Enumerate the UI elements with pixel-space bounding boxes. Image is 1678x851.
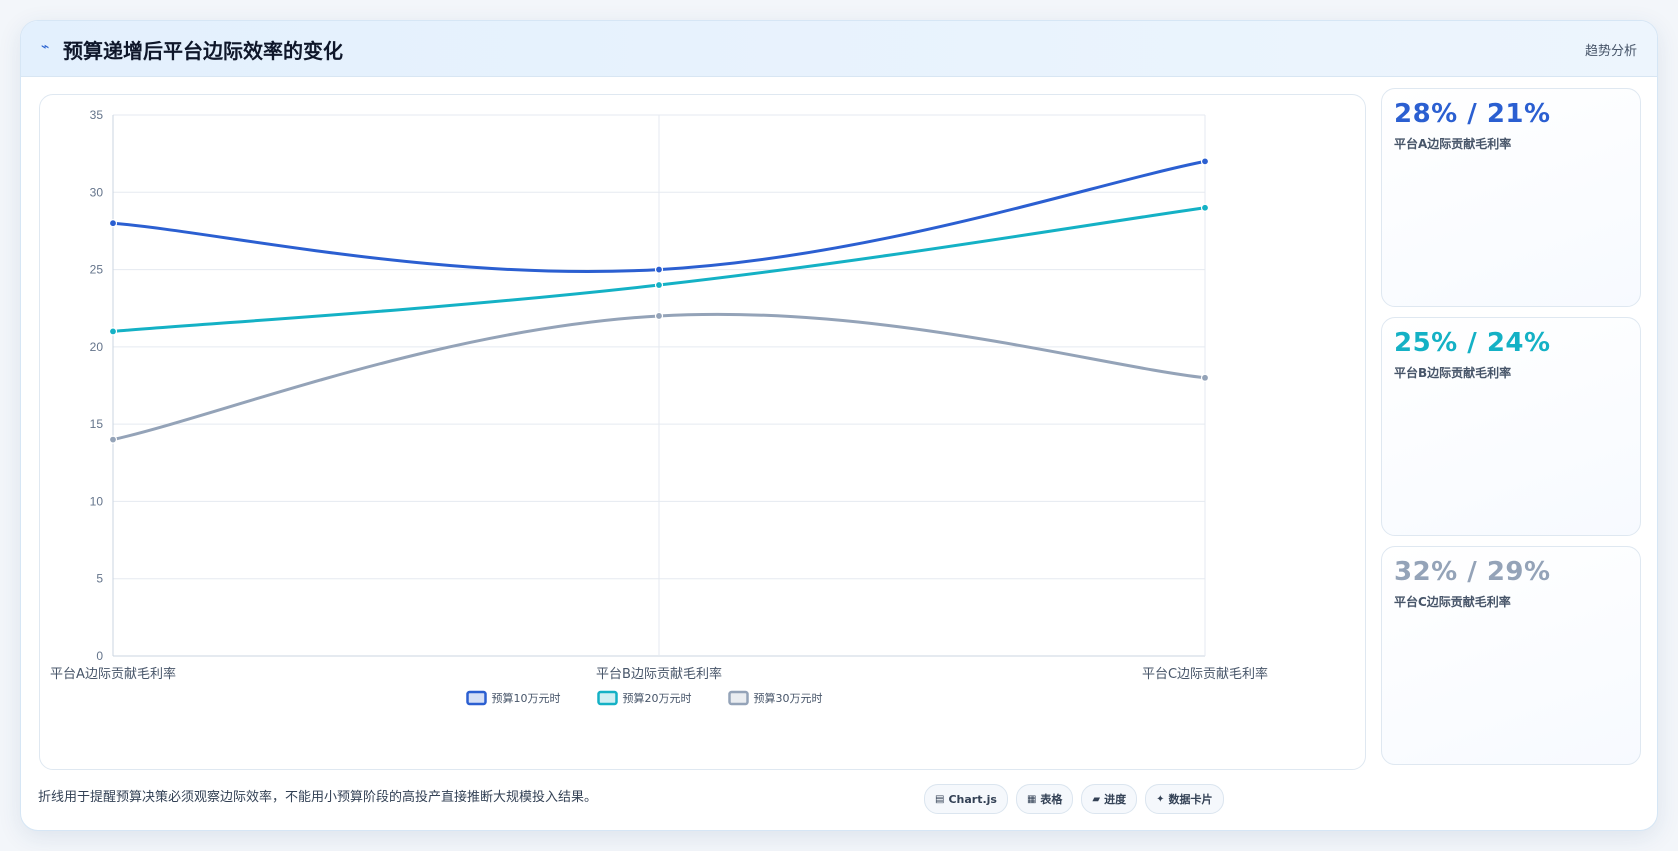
footer-note: 折线用于提醒预算决策必须观察边际效率，不能用小预算阶段的高投产直接推断大规模投入… (38, 790, 598, 805)
data-point (108, 219, 118, 228)
y-tick-label: 10 (90, 494, 104, 508)
legend-swatch (466, 690, 487, 706)
y-tick-label: 35 (90, 108, 104, 122)
chip-label: 数据卡片 (1168, 793, 1213, 806)
kpi-value-a: 28% / 21% (1394, 99, 1551, 129)
legend-swatch (597, 690, 618, 706)
table-icon: ▦ (1026, 793, 1037, 805)
panel-tag: 趋势分析 (1584, 44, 1637, 59)
legend-label: 预算20万元时 (623, 691, 692, 705)
kpi-label-c: 平台C边际贡献毛利率 (1394, 595, 1511, 609)
data-point (1200, 373, 1210, 382)
chip-label: Chart.js (948, 792, 997, 806)
legend-label: 预算10万元时 (492, 691, 561, 705)
chip-datacard[interactable]: ✦ 数据卡片 (1145, 784, 1224, 814)
legend-swatch (728, 690, 749, 706)
kpi-card-b: 25% / 24% 平台B边际贡献毛利率 (1381, 317, 1641, 536)
y-tick-label: 5 (96, 572, 103, 586)
data-point (654, 311, 664, 321)
data-point (1200, 157, 1210, 166)
kpi-label-a: 平台A边际贡献毛利率 (1394, 137, 1512, 151)
chart-icon: ▤ (935, 793, 945, 805)
tech-chips: ▤ Chart.js ▦ 表格 ▰ 进度 ✦ 数据卡片 (924, 784, 1224, 814)
y-tick-label: 30 (90, 185, 104, 199)
x-tick-label: 平台A边际贡献毛利率 (50, 666, 176, 682)
data-point (1200, 203, 1210, 212)
chip-chartjs[interactable]: ▤ Chart.js (924, 784, 1008, 814)
kpi-value-b: 25% / 24% (1394, 328, 1551, 358)
legend-label: 预算30万元时 (754, 691, 823, 705)
y-tick-label: 20 (90, 340, 104, 354)
y-tick-label: 15 (90, 417, 104, 431)
line-chart: 0 5 10 15 20 25 30 35 平台A边际贡献毛利率 平台B边际贡献毛利率 平台C边际贡… (50, 108, 1268, 706)
data-point (654, 265, 664, 274)
chart-panel: ⌁ 预算递增后平台边际效率的变化 趋势分析 0 5 10 15 20 25 30 35 平台A边… (20, 20, 1658, 831)
chip-label: 进度 (1104, 793, 1127, 806)
chip-label: 表格 (1040, 793, 1063, 806)
chip-table[interactable]: ▦ 表格 (1015, 784, 1074, 814)
y-tick-label: 0 (96, 649, 103, 663)
y-tick-label: 25 (90, 263, 104, 277)
kpi-label-b: 平台B边际贡献毛利率 (1394, 366, 1512, 380)
data-point (108, 435, 118, 444)
trend-icon: ⌁ (41, 39, 50, 55)
data-point (654, 280, 664, 290)
x-tick-label: 平台C边际贡献毛利率 (1142, 666, 1268, 682)
chart-card: 0 5 10 15 20 25 30 35 平台A边际贡献毛利率 平台B边际贡献毛利率 平台C边际贡… (39, 94, 1366, 770)
kpi-card-a: 28% / 21% 平台A边际贡献毛利率 (1381, 88, 1641, 307)
kpi-card-c: 32% / 29% 平台C边际贡献毛利率 (1381, 546, 1641, 765)
data-point (108, 327, 118, 336)
progress-icon: ▰ (1092, 793, 1101, 805)
card-icon: ✦ (1156, 793, 1165, 805)
panel-header: ⌁ 预算递增后平台边际效率的变化 趋势分析 (21, 21, 1657, 77)
chip-progress[interactable]: ▰ 进度 (1081, 784, 1138, 814)
x-tick-label: 平台B边际贡献毛利率 (596, 666, 722, 682)
kpi-value-c: 32% / 29% (1394, 557, 1551, 587)
panel-title: 预算递增后平台边际效率的变化 (63, 39, 343, 63)
